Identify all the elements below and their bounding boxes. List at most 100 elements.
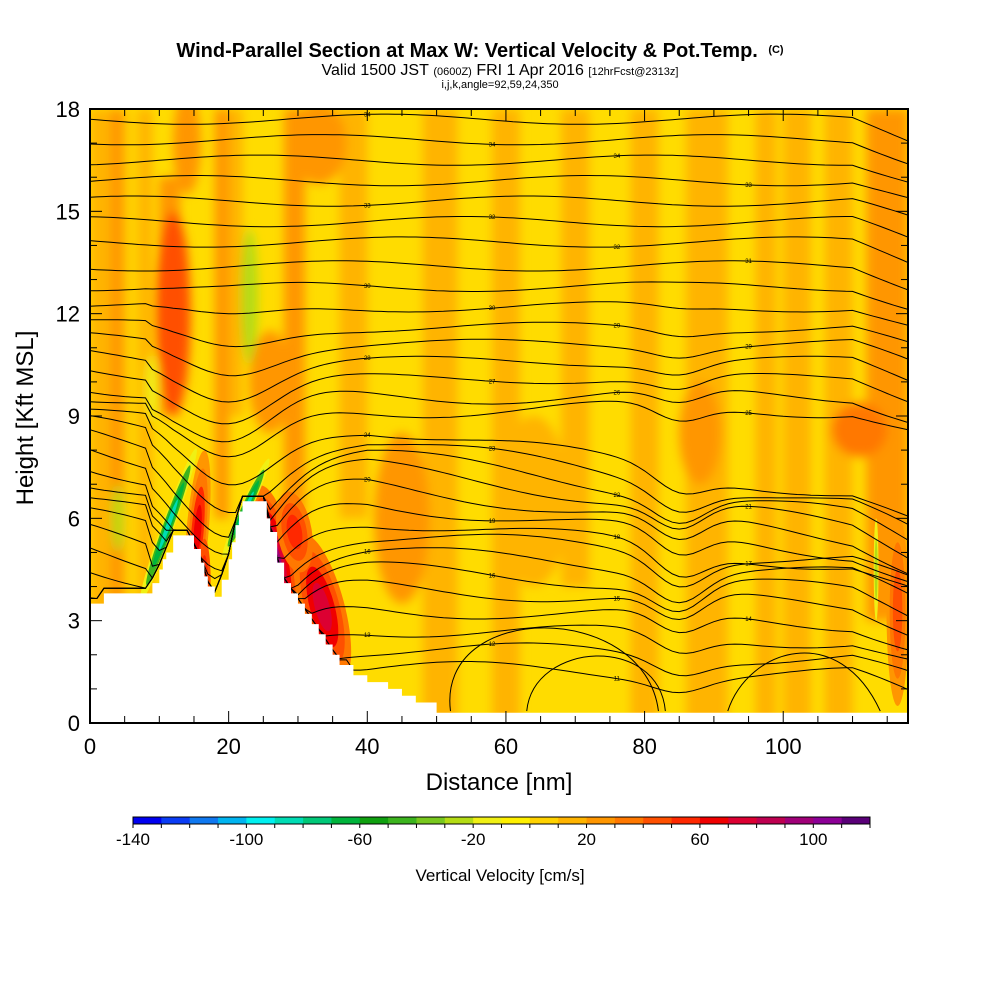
y-tick-label: 12 bbox=[56, 302, 80, 327]
theta-contour bbox=[90, 370, 908, 425]
theta-contour-label: 21 bbox=[745, 504, 752, 510]
theta-contour bbox=[90, 260, 908, 291]
theta-contour-label: 31 bbox=[745, 259, 752, 265]
colorbar-tick-label: 20 bbox=[577, 830, 596, 849]
field-blob bbox=[173, 109, 201, 195]
colorbar-swatch bbox=[728, 817, 758, 824]
chart-ijk-line: i,j,k,angle=92,59,24,350 bbox=[441, 79, 558, 91]
colorbar-swatch bbox=[671, 817, 701, 824]
field-band bbox=[124, 109, 139, 723]
colorbar-swatch bbox=[359, 817, 389, 824]
field-blob bbox=[249, 330, 292, 434]
theta-contour bbox=[449, 627, 659, 712]
colorbar-tick-label: -100 bbox=[229, 830, 263, 849]
chart-subtitle: Valid 1500 JST (0600Z) FRI 1 Apr 2016 [1… bbox=[322, 62, 679, 79]
theta-contour-label: 34 bbox=[489, 142, 496, 148]
x-tick-label: 100 bbox=[765, 734, 802, 759]
y-tick-label: 18 bbox=[56, 97, 80, 122]
colorbar-swatch bbox=[813, 817, 843, 824]
y-tick-label: 9 bbox=[68, 404, 80, 429]
theta-contour-label: 13 bbox=[364, 633, 371, 639]
theta-contour-label: 22 bbox=[614, 493, 621, 499]
colorbar-swatch bbox=[586, 817, 616, 824]
theta-contour-label: 23 bbox=[489, 446, 496, 452]
colorbar-swatch bbox=[643, 817, 673, 824]
theta-contour bbox=[90, 154, 908, 183]
theta-contour bbox=[90, 195, 908, 216]
theta-contour-label: 17 bbox=[745, 562, 752, 568]
y-tick-label: 15 bbox=[56, 199, 80, 224]
x-axis: 0 20 40 60 80 100 bbox=[84, 109, 888, 759]
theta-contour bbox=[90, 429, 908, 541]
colorbar: -140 -100 -60 -20 20 60 100 bbox=[116, 816, 871, 849]
theta-contour-label: 25 bbox=[745, 411, 752, 417]
x-tick-label: 0 bbox=[84, 734, 96, 759]
theta-contour-label: 27 bbox=[489, 379, 496, 385]
theta-contour-label: 32 bbox=[489, 215, 496, 221]
subtitle-forecast: [12hrFcst@2313z] bbox=[588, 66, 678, 78]
colorbar-swatch bbox=[133, 817, 162, 824]
colorbar-swatch bbox=[501, 817, 531, 824]
chart-title-main: Wind-Parallel Section at Max W: Vertical… bbox=[176, 40, 757, 62]
theta-contour bbox=[90, 332, 908, 377]
field-band bbox=[755, 109, 777, 723]
colorbar-swatch bbox=[331, 817, 361, 824]
field-blob bbox=[374, 433, 430, 604]
theta-contour bbox=[90, 400, 908, 458]
theta-contour-label: 30 bbox=[364, 284, 371, 290]
terrain bbox=[90, 501, 908, 723]
colorbar-tick-label: -20 bbox=[461, 830, 486, 849]
field-band bbox=[110, 109, 125, 723]
y-tick-label: 0 bbox=[68, 711, 80, 736]
field-band bbox=[339, 109, 368, 519]
theta-contour-label: 16 bbox=[489, 573, 496, 579]
colorbar-swatch bbox=[161, 817, 191, 824]
y-axis: 0 3 6 9 12 15 18 bbox=[56, 97, 908, 736]
colorbar-swatch bbox=[614, 817, 644, 824]
theta-contour bbox=[90, 390, 908, 443]
plot-area: 3434343333323231303029292827262524232221… bbox=[90, 109, 908, 723]
colorbar-swatch bbox=[473, 817, 502, 824]
updraft-core bbox=[312, 582, 332, 632]
x-tick-label: 20 bbox=[216, 734, 240, 759]
field-blob bbox=[241, 228, 258, 365]
colorbar-tick-label: 60 bbox=[690, 830, 709, 849]
field-band bbox=[492, 109, 520, 723]
field-band bbox=[422, 109, 458, 723]
theta-contour-label: 33 bbox=[364, 203, 371, 209]
theta-contour-label: 26 bbox=[614, 390, 621, 396]
field-band bbox=[630, 109, 659, 723]
colorbar-swatch bbox=[189, 817, 219, 824]
theta-contour bbox=[90, 350, 908, 403]
colorbar-swatch bbox=[756, 817, 786, 824]
theta-contour-label: 28 bbox=[364, 356, 371, 362]
colorbar-tick-label: -140 bbox=[116, 830, 150, 849]
theta-contour bbox=[90, 113, 908, 142]
theta-contour-label: 30 bbox=[489, 306, 496, 312]
colorbar-label: Vertical Velocity [cm/s] bbox=[415, 866, 584, 885]
theta-contour bbox=[90, 175, 908, 199]
colorbar-tick-label: -60 bbox=[347, 830, 372, 849]
field-blob bbox=[112, 484, 124, 553]
field-blob bbox=[499, 416, 569, 587]
colorbar-swatch bbox=[274, 817, 304, 824]
field-blob bbox=[155, 211, 191, 416]
colorbar-swatch bbox=[529, 817, 559, 824]
chart-title: Wind-Parallel Section at Max W: Vertical… bbox=[176, 40, 784, 62]
theta-contour bbox=[526, 655, 666, 712]
colorbar-swatch bbox=[699, 817, 729, 824]
theta-contour bbox=[90, 236, 908, 263]
theta-contour-label: 24 bbox=[364, 433, 371, 439]
theta-contour bbox=[727, 652, 881, 712]
theta-contour bbox=[90, 301, 908, 326]
theta-contour-label: 16 bbox=[364, 550, 371, 556]
field-blob bbox=[145, 354, 160, 423]
theta-contour-label: 20 bbox=[364, 477, 371, 483]
colorbar-swatch bbox=[246, 817, 276, 824]
theta-contour-label: 18 bbox=[614, 535, 621, 541]
theta-contour-label: 29 bbox=[745, 345, 752, 351]
theta-contours bbox=[90, 113, 908, 712]
theta-contour-label: 34 bbox=[614, 154, 621, 160]
chart-title-badge: (C) bbox=[768, 44, 784, 56]
theta-contour bbox=[90, 408, 908, 517]
